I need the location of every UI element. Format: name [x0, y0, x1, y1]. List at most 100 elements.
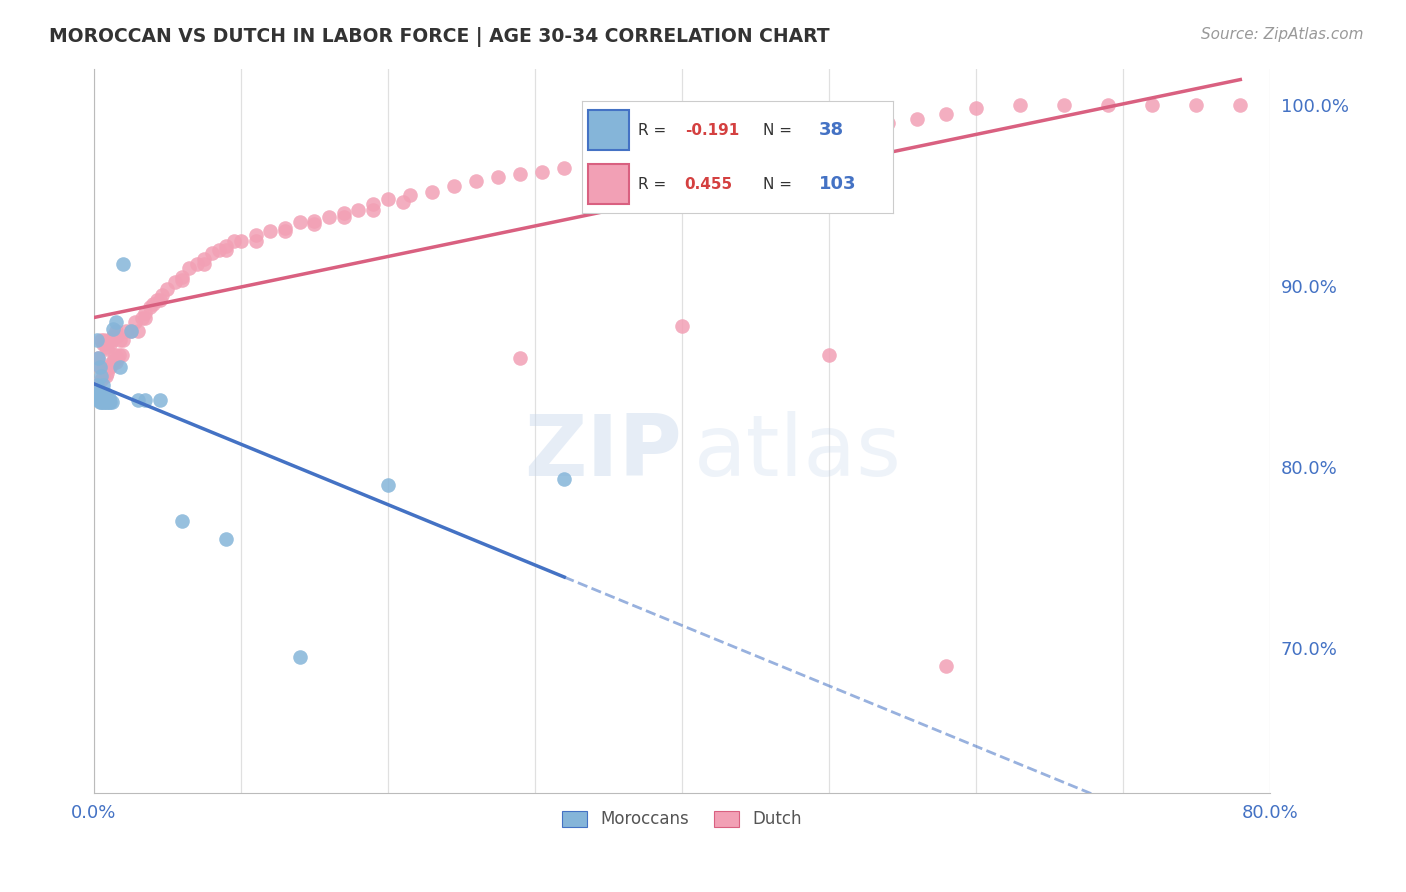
- Point: [104, 315, 127, 329]
- Point: [90, 369, 112, 384]
- Point: [100, 355, 122, 369]
- Point: [124, 315, 146, 329]
- Point: [333, 210, 356, 224]
- Point: [179, 260, 201, 275]
- Point: [91, 369, 114, 384]
- Point: [96, 342, 118, 356]
- Point: [101, 322, 124, 336]
- Point: [789, 130, 811, 145]
- Point: [134, 392, 156, 407]
- Point: [965, 101, 987, 115]
- Point: [200, 246, 222, 260]
- Point: [96, 366, 118, 380]
- Point: [90, 333, 112, 347]
- Point: [377, 478, 399, 492]
- Point: [96, 394, 118, 409]
- Point: [108, 347, 131, 361]
- Point: [876, 116, 898, 130]
- Point: [91, 378, 114, 392]
- Point: [391, 195, 413, 210]
- Point: [94, 340, 117, 354]
- Point: [509, 167, 531, 181]
- Point: [110, 333, 132, 347]
- Point: [94, 387, 117, 401]
- Point: [259, 224, 281, 238]
- Point: [127, 324, 149, 338]
- Point: [553, 473, 575, 487]
- Point: [97, 394, 120, 409]
- Point: [97, 360, 120, 375]
- Point: [149, 392, 172, 407]
- Point: [89, 387, 111, 401]
- Point: [1053, 97, 1076, 112]
- Point: [304, 217, 326, 231]
- Point: [150, 288, 173, 302]
- Point: [98, 360, 121, 375]
- Point: [553, 161, 575, 175]
- Point: [86, 378, 108, 392]
- Point: [111, 347, 134, 361]
- Text: Source: ZipAtlas.com: Source: ZipAtlas.com: [1201, 27, 1364, 42]
- Point: [846, 120, 869, 134]
- Point: [582, 155, 605, 169]
- Point: [347, 202, 370, 217]
- Point: [304, 213, 326, 227]
- Point: [1140, 97, 1163, 112]
- Point: [229, 234, 252, 248]
- Point: [905, 112, 928, 127]
- Point: [377, 192, 399, 206]
- Point: [935, 107, 957, 121]
- Point: [93, 391, 115, 405]
- Point: [208, 243, 231, 257]
- Point: [87, 351, 110, 366]
- Point: [127, 392, 149, 407]
- Point: [700, 139, 723, 153]
- Point: [1008, 97, 1031, 112]
- Point: [84, 391, 107, 405]
- Point: [274, 220, 297, 235]
- Point: [1229, 97, 1251, 112]
- Point: [87, 385, 110, 400]
- Text: MOROCCAN VS DUTCH IN LABOR FORCE | AGE 30-34 CORRELATION CHART: MOROCCAN VS DUTCH IN LABOR FORCE | AGE 3…: [49, 27, 830, 46]
- Point: [112, 333, 135, 347]
- Point: [443, 179, 465, 194]
- Point: [107, 351, 129, 366]
- Point: [531, 164, 554, 178]
- Point: [142, 297, 165, 311]
- Point: [139, 301, 162, 315]
- Point: [245, 234, 267, 248]
- Point: [110, 360, 132, 375]
- Point: [98, 394, 121, 409]
- Text: ZIP: ZIP: [524, 411, 682, 494]
- Point: [671, 318, 693, 333]
- Point: [134, 306, 156, 320]
- Point: [86, 333, 108, 347]
- Point: [96, 389, 118, 403]
- Point: [89, 360, 111, 375]
- Point: [101, 355, 124, 369]
- Point: [156, 282, 179, 296]
- Point: [215, 532, 238, 546]
- Point: [1097, 97, 1119, 112]
- Point: [318, 210, 340, 224]
- Point: [91, 394, 114, 409]
- Point: [486, 170, 509, 185]
- Point: [90, 394, 112, 409]
- Point: [288, 215, 311, 229]
- Point: [172, 269, 194, 284]
- Point: [98, 336, 121, 351]
- Point: [730, 137, 752, 152]
- Point: [101, 329, 124, 343]
- Point: [509, 351, 531, 366]
- Point: [193, 257, 215, 271]
- Point: [90, 387, 112, 401]
- Point: [89, 394, 111, 409]
- Point: [91, 391, 114, 405]
- Point: [612, 152, 634, 166]
- Point: [361, 202, 384, 217]
- Point: [465, 174, 488, 188]
- Point: [163, 275, 186, 289]
- Point: [93, 394, 115, 409]
- Point: [112, 257, 135, 271]
- Point: [90, 373, 112, 387]
